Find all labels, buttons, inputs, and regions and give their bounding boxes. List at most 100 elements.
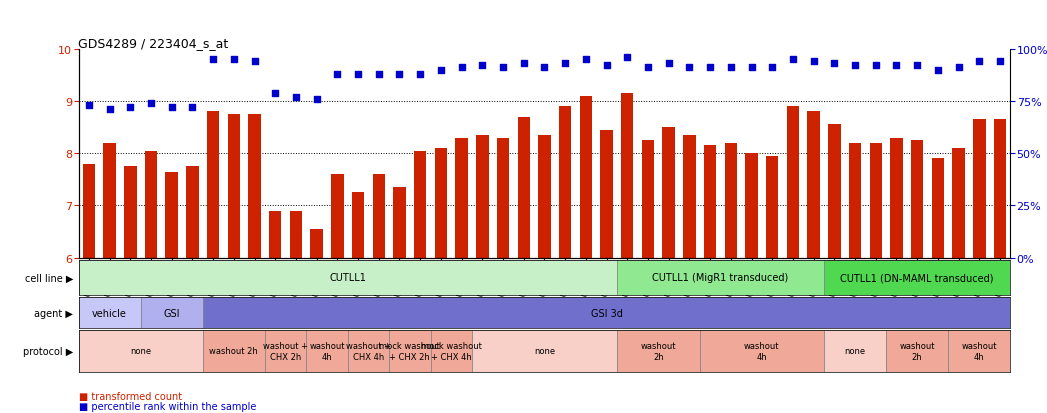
Point — [681, 65, 697, 71]
Point — [764, 65, 781, 71]
Text: CUTLL1 (MigR1 transduced): CUTLL1 (MigR1 transduced) — [652, 273, 788, 283]
Bar — [435, 149, 447, 258]
Bar — [389, 330, 430, 372]
Text: washout
4h: washout 4h — [309, 342, 344, 361]
Bar — [745, 154, 758, 258]
Bar — [600, 131, 612, 258]
Bar — [949, 330, 1010, 372]
Bar — [886, 330, 949, 372]
Bar — [348, 330, 389, 372]
Bar — [642, 141, 654, 258]
Bar — [165, 172, 178, 258]
Bar — [203, 330, 265, 372]
Point — [661, 61, 677, 67]
Point — [619, 55, 636, 61]
Point — [121, 104, 138, 111]
Point — [102, 107, 118, 113]
Point — [474, 63, 491, 69]
Point — [536, 65, 553, 71]
Text: GDS4289 / 223404_s_at: GDS4289 / 223404_s_at — [77, 37, 228, 50]
Bar — [617, 330, 699, 372]
Point — [392, 71, 408, 78]
Bar — [953, 149, 964, 258]
Bar — [104, 143, 116, 258]
Bar — [430, 330, 472, 372]
Text: none: none — [130, 347, 151, 356]
Bar — [79, 330, 203, 372]
Bar — [290, 211, 303, 258]
Bar — [973, 120, 985, 258]
Point — [225, 57, 242, 63]
Bar — [455, 138, 468, 258]
Text: agent ▶: agent ▶ — [35, 308, 73, 318]
Text: CUTLL1: CUTLL1 — [330, 273, 366, 283]
Bar — [227, 115, 240, 258]
Bar — [766, 157, 778, 258]
Text: none: none — [845, 347, 866, 356]
Point — [701, 65, 718, 71]
Point — [784, 57, 801, 63]
Point — [288, 94, 305, 101]
Bar — [186, 167, 199, 258]
Bar — [79, 260, 617, 295]
Bar — [140, 297, 203, 328]
Bar — [699, 330, 824, 372]
Text: washout +
CHX 4h: washout + CHX 4h — [346, 342, 391, 361]
Bar — [617, 260, 824, 295]
Point — [722, 65, 739, 71]
Bar — [807, 112, 820, 258]
Bar — [269, 211, 282, 258]
Bar — [559, 107, 572, 258]
Point — [951, 65, 967, 71]
Point — [329, 71, 346, 78]
Point — [350, 71, 366, 78]
Point — [578, 57, 595, 63]
Bar — [890, 138, 903, 258]
Text: mock washout
+ CHX 4h: mock washout + CHX 4h — [421, 342, 482, 361]
Point — [930, 67, 946, 74]
Point — [142, 100, 159, 107]
Point — [163, 104, 180, 111]
Text: ■ percentile rank within the sample: ■ percentile rank within the sample — [79, 401, 255, 411]
Text: washout
2h: washout 2h — [641, 342, 676, 361]
Bar — [517, 117, 530, 258]
Point — [847, 63, 864, 69]
Bar — [828, 125, 841, 258]
Bar — [621, 94, 633, 258]
Text: washout
4h: washout 4h — [961, 342, 997, 361]
Point — [971, 59, 987, 65]
Point — [432, 67, 449, 74]
Bar — [538, 135, 551, 258]
Point — [308, 96, 325, 103]
Text: washout
2h: washout 2h — [899, 342, 935, 361]
Bar — [311, 230, 322, 258]
Point — [411, 71, 428, 78]
Bar — [994, 120, 1006, 258]
Bar — [824, 330, 886, 372]
Point — [205, 57, 222, 63]
Bar — [352, 193, 364, 258]
Bar — [497, 138, 509, 258]
Bar — [265, 330, 307, 372]
Point — [640, 65, 656, 71]
Point — [371, 71, 387, 78]
Bar — [125, 167, 136, 258]
Point — [888, 63, 905, 69]
Bar — [849, 143, 862, 258]
Text: GSI 3d: GSI 3d — [591, 308, 623, 318]
Bar — [476, 135, 489, 258]
Text: GSI: GSI — [163, 308, 180, 318]
Bar — [824, 260, 1010, 295]
Bar — [911, 141, 923, 258]
Bar — [472, 330, 617, 372]
Point — [515, 61, 532, 67]
Bar — [307, 330, 348, 372]
Text: mock washout
+ CHX 2h: mock washout + CHX 2h — [379, 342, 441, 361]
Point — [184, 104, 201, 111]
Bar — [373, 175, 385, 258]
Text: washout 2h: washout 2h — [209, 347, 259, 356]
Bar — [394, 188, 405, 258]
Bar — [704, 146, 716, 258]
Bar — [684, 135, 695, 258]
Bar — [248, 115, 261, 258]
